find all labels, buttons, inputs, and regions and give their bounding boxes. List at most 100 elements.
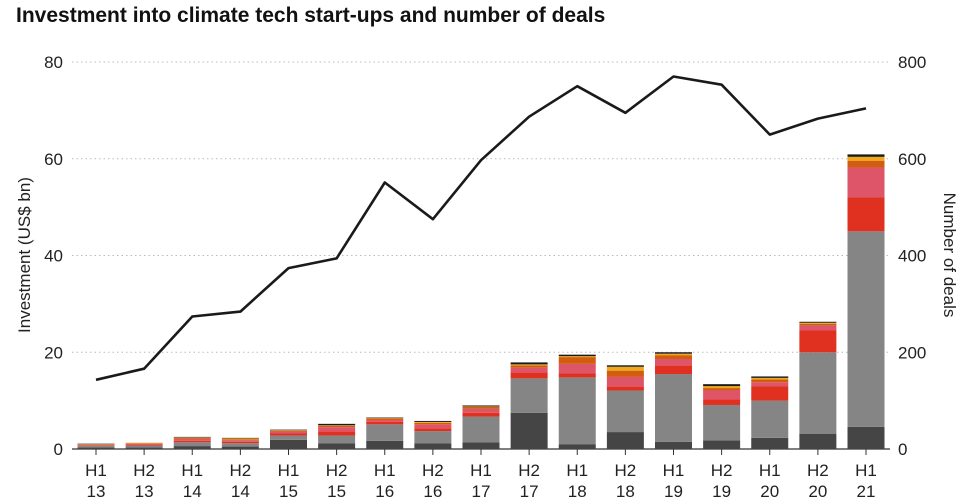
x-tick-label: 15 (327, 482, 346, 501)
bar-segment (318, 435, 356, 444)
bar-segment (606, 370, 644, 377)
x-tick-label: 17 (520, 482, 539, 501)
bar-segment (751, 400, 789, 438)
x-tick-label: H2 (615, 461, 637, 480)
x-tick-label: H2 (326, 461, 348, 480)
chart-title: Investment into climate tech start-ups a… (16, 4, 606, 27)
bar-segment (77, 446, 115, 448)
x-tick-label: H1 (181, 461, 203, 480)
bar-segment (366, 417, 404, 419)
bar-segment (318, 425, 356, 428)
bar-segment (606, 376, 644, 387)
y-tick-label: 0 (54, 440, 63, 459)
bar-segment (558, 377, 596, 445)
x-tick-label: H1 (278, 461, 300, 480)
bar-segment (77, 443, 115, 445)
bar-segment (221, 440, 259, 442)
bar-segment (510, 412, 548, 449)
deals-line-path (95, 75, 867, 382)
x-tick-label: H2 (711, 461, 733, 480)
bar-segment (366, 424, 404, 441)
x-tick-label: H2 (807, 461, 829, 480)
bar-segment (414, 421, 452, 423)
x-tick-label: 14 (183, 482, 202, 501)
x-tick-label: 19 (712, 482, 731, 501)
bar-segment (655, 359, 692, 366)
x-tick-label: H1 (85, 461, 107, 480)
x-tick-label: 19 (664, 482, 683, 501)
y2-axis-label: Number of deals (940, 193, 959, 318)
x-tick-label: 21 (857, 482, 876, 501)
bar-segment (462, 408, 500, 413)
bar-segment (751, 377, 789, 380)
y-tick-label: 20 (44, 343, 63, 362)
bar-segment (799, 352, 837, 435)
x-tick-label: H2 (230, 461, 252, 480)
bar-segment (173, 437, 211, 438)
bar-segment (558, 356, 596, 358)
bar-segment (703, 390, 741, 400)
bar-segment (270, 430, 307, 432)
x-tick-label: 13 (135, 482, 154, 501)
x-tick-label: 20 (760, 482, 779, 501)
x-tick-label: H1 (759, 461, 781, 480)
bar-segment (125, 447, 163, 449)
deals-line (95, 75, 867, 382)
bar-segment (125, 444, 163, 446)
y2-tick-label: 600 (898, 150, 926, 169)
bar-segment (751, 386, 789, 401)
x-tick-label: 20 (808, 482, 827, 501)
bar-segment (318, 431, 356, 436)
bar-segment (462, 416, 500, 443)
x-tick-label: 16 (375, 482, 394, 501)
bar-segment (655, 352, 692, 354)
bar-segment (270, 433, 307, 436)
x-tick-label: H1 (855, 461, 877, 480)
bar-segment (751, 379, 789, 383)
bar-segment (655, 353, 692, 356)
bar-segment (414, 420, 452, 422)
bar-segment (606, 386, 644, 391)
bar-segment (125, 443, 163, 445)
bar-segment (366, 419, 404, 422)
bar-segment (414, 431, 452, 444)
bar-segment (751, 376, 789, 378)
bar-segment (318, 443, 356, 449)
bar-segment (318, 427, 356, 432)
x-tick-label: H1 (374, 461, 396, 480)
y2-tick-label: 800 (898, 53, 926, 72)
bar-segment (703, 399, 741, 405)
bar-segment (510, 364, 548, 366)
bar-segment (703, 440, 741, 449)
bar-segment (414, 428, 452, 432)
bar-segment (703, 386, 741, 389)
bars (77, 154, 885, 449)
bar-segment (510, 372, 548, 379)
bar-segment (606, 432, 644, 449)
bar-segment (510, 367, 548, 373)
y2-tick-label: 400 (898, 247, 926, 266)
bar-segment (221, 438, 259, 440)
x-tick-label: 16 (423, 482, 442, 501)
bar-segment (366, 418, 404, 419)
bar-segment (221, 443, 259, 447)
bar-segment (799, 322, 837, 324)
bar-segment (366, 421, 404, 425)
x-tick-label: 14 (231, 482, 250, 501)
y-tick-label: 60 (44, 150, 63, 169)
bar-segment (221, 441, 259, 444)
bar-segment (799, 323, 837, 326)
bar-segment (270, 439, 307, 449)
bar-segment (318, 423, 356, 426)
bar-segment (799, 325, 837, 331)
bar-segment (221, 439, 259, 441)
x-axis-ticks: H1 13 H2 13 H1 14 H2 14 H1 15 H2 15 H1 16 H2 16 H1 17 H2 17… (85, 449, 877, 501)
bar-segment (799, 434, 837, 449)
bar-segment (462, 405, 500, 407)
y2-tick-label: 200 (898, 343, 926, 362)
bar-segment (270, 431, 307, 434)
bar-segment (462, 406, 500, 407)
bar-segment (847, 154, 885, 157)
bar-segment (847, 167, 885, 198)
bar-segment (77, 445, 115, 446)
